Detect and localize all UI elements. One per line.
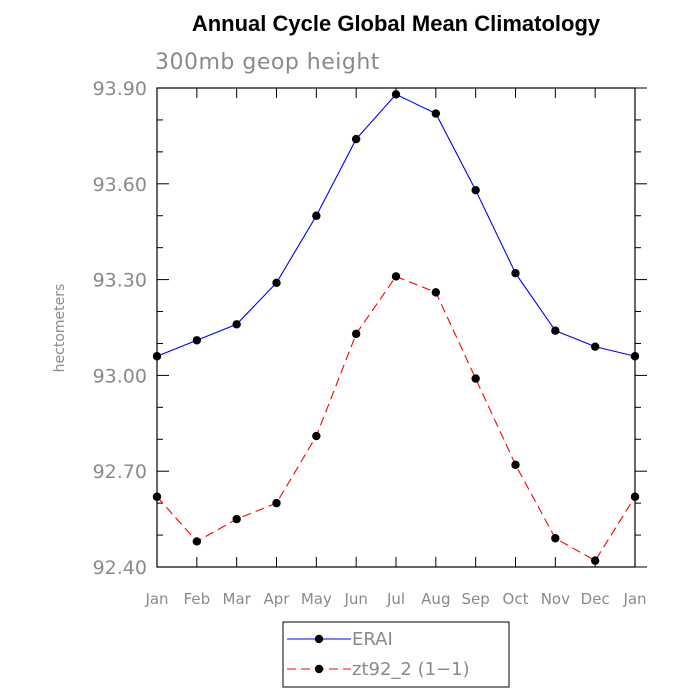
- x-tick-label: Feb: [184, 590, 211, 608]
- x-axis: Jan Feb Mar Apr May Jun Jul Aug Sep Oct Nov Dec Jan: [144, 88, 647, 608]
- legend-marker-1: [314, 634, 324, 644]
- series-1-point: [272, 278, 281, 287]
- y-tick-label: 93.30: [93, 270, 147, 292]
- series-2-point: [630, 492, 640, 501]
- y-axis-label: hectometers: [52, 284, 68, 373]
- series-2-point: [312, 431, 321, 441]
- x-tick-label: Dec: [581, 590, 610, 608]
- series-1-point: [391, 90, 401, 99]
- series-2-point: [391, 272, 401, 281]
- y-tick-label: 92.70: [93, 461, 147, 483]
- x-tick-label: Jul: [386, 590, 405, 608]
- series-2-point: [351, 329, 361, 339]
- series-line-1: [156, 93, 636, 357]
- x-tick-label: Apr: [264, 590, 291, 608]
- y-tick-label: 93.60: [93, 174, 147, 196]
- y-axis: 92.40 92.70 93.00 93.30 93.60 93.90: [93, 78, 647, 579]
- legend-box: [282, 621, 510, 688]
- series-2-point: [272, 498, 281, 508]
- x-tick-label: Sep: [462, 590, 490, 608]
- series-2-point: [431, 288, 441, 297]
- series-2-point: [590, 556, 600, 565]
- series-1-point: [431, 109, 441, 118]
- y-tick-label: 92.40: [93, 557, 147, 579]
- chart-subtitle: 300mb geop height: [155, 50, 380, 75]
- series-1-point: [551, 326, 560, 335]
- x-tick-label: Jan: [622, 590, 646, 608]
- series-2-point: [232, 514, 241, 524]
- series-1-point: [312, 211, 321, 220]
- series-2-point: [551, 534, 560, 543]
- chart-title: Annual Cycle Global Mean Climatology: [192, 11, 601, 36]
- x-tick-label: Aug: [421, 590, 450, 608]
- x-tick-label: May: [301, 590, 332, 608]
- legend-label-2: zt92_2 (1−1): [352, 659, 470, 680]
- series-1-point: [630, 352, 640, 361]
- series-2-point: [511, 460, 520, 470]
- series-1-point: [511, 269, 520, 278]
- y-tick-label: 93.00: [93, 365, 147, 387]
- series-2-point: [152, 492, 162, 501]
- series-area: [152, 90, 640, 565]
- legend: ERAI zt92_2 (1−1): [282, 621, 510, 688]
- series-2-point: [192, 537, 202, 546]
- series-1-point: [152, 352, 162, 361]
- series-line-2: [156, 275, 636, 562]
- series-1-point: [192, 336, 202, 345]
- x-tick-label: Oct: [503, 590, 529, 608]
- x-tick-label: Mar: [223, 590, 252, 608]
- series-1-point: [232, 320, 241, 329]
- x-tick-label: Jun: [343, 590, 367, 608]
- legend-marker-2: [314, 664, 324, 674]
- series-1-point: [471, 185, 480, 195]
- x-tick-label: Jan: [144, 590, 168, 608]
- y-tick-label: 93.90: [93, 78, 147, 100]
- x-tick-label: Nov: [541, 590, 570, 608]
- series-2-point: [471, 374, 480, 383]
- series-1-point: [590, 342, 600, 351]
- series-1-point: [351, 134, 361, 144]
- legend-label-1: ERAI: [352, 629, 393, 650]
